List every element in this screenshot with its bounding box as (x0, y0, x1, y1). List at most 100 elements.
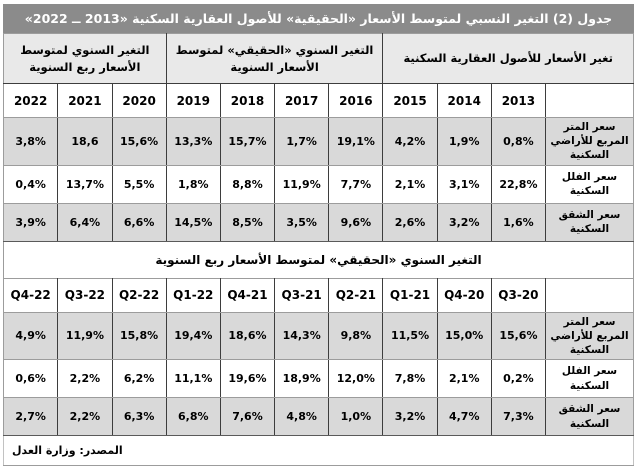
value-cell: 6,6% (111, 202, 167, 242)
column-header-cell: 2016 (328, 83, 384, 118)
group-header-row: تغير الأسعار للأصول العقارية السكنية التغ… (3, 33, 634, 84)
value-cell: 3,1% (436, 164, 492, 204)
corner-cell (545, 83, 634, 118)
value-cell: 1,8% (165, 164, 221, 204)
value-cell: 11,9% (57, 311, 113, 361)
value-cell: 4,9% (2, 311, 59, 361)
value-cell: 2,1% (382, 164, 438, 204)
value-cell: 3,2% (436, 202, 492, 242)
column-header-cell: 2019 (165, 83, 221, 118)
column-header-cell: Q4-22 (2, 277, 59, 313)
source-note: المصدر: وزارة العدل (3, 436, 634, 466)
value-cell: 11,1% (165, 359, 221, 399)
group-header-cell: التغير السنوي لمتوسط الأسعار ربع السنوية (3, 33, 167, 84)
value-cell: 2,1% (436, 359, 492, 399)
column-header-cell: 2017 (274, 83, 330, 118)
value-cell: 3,2% (382, 397, 438, 437)
value-cell: 3,9% (2, 202, 59, 242)
value-cell: 12,0% (328, 359, 384, 399)
value-cell: 18,6 (57, 117, 113, 166)
value-cell: 1,7% (274, 117, 330, 166)
column-header-cell: 2022 (2, 83, 59, 118)
value-cell: 7,7% (328, 164, 384, 204)
value-cell: 3,5% (274, 202, 330, 242)
group-header-cell: تغير الأسعار للأصول العقارية السكنية (382, 33, 634, 84)
value-cell: 15,8% (111, 311, 167, 361)
value-cell: 8,5% (219, 202, 276, 242)
value-cell: 2,2% (57, 359, 113, 399)
value-cell: 2,7% (2, 397, 59, 437)
value-cell: 7,6% (219, 397, 276, 437)
value-cell: 15,6% (111, 117, 167, 166)
corner-cell (545, 277, 634, 313)
quarterly-band-header: التغير السنوي «الحقيقي» لمتوسط الأسعار ر… (3, 241, 634, 278)
value-cell: 1,0% (328, 397, 384, 437)
table-title: جدول (2) التغير النسبي لمتوسط الأسعار «ا… (3, 4, 634, 33)
value-cell: 18,9% (274, 359, 330, 399)
table-row: سعر الفلل السكنية 0,2% 2,1% 7,8% 12,0% 18,9% 1… (2, 359, 634, 399)
value-cell: 1,6% (490, 202, 547, 242)
value-cell: 6,2% (111, 359, 167, 399)
column-header-row: Q3-20 Q4-20 Q1-21 Q2-21 Q3-21 Q4-21 Q1-22 Q2-22… (2, 277, 634, 313)
row-label-cell: سعر الفلل السكنية (545, 164, 634, 204)
column-header-cell: Q3-21 (274, 277, 330, 313)
bottom-divider (3, 465, 634, 467)
row-label-cell: سعر الشقق السكنية (545, 202, 634, 242)
value-cell: 15,0% (436, 311, 492, 361)
value-cell: 22,8% (490, 164, 547, 204)
value-cell: 13,7% (57, 164, 113, 204)
row-label-cell: سعر المتر المربع للأراضي السكنية (545, 117, 634, 166)
value-cell: 6,4% (57, 202, 113, 242)
value-cell: 2,6% (382, 202, 438, 242)
value-cell: 11,5% (382, 311, 438, 361)
value-cell: 15,6% (490, 311, 547, 361)
value-cell: 4,8% (274, 397, 330, 437)
column-header-cell: Q3-20 (490, 277, 547, 313)
value-cell: 2,2% (57, 397, 113, 437)
column-header-row: 2013 2014 2015 2016 2017 2018 2019 2020 2021 2022 (2, 83, 634, 118)
value-cell: 14,5% (165, 202, 221, 242)
column-header-cell: Q2-22 (111, 277, 167, 313)
value-cell: 5,5% (111, 164, 167, 204)
row-label-cell: سعر الفلل السكنية (545, 359, 634, 399)
value-cell: 6,8% (165, 397, 221, 437)
column-header-cell: 2020 (111, 83, 167, 118)
column-header-cell: Q2-21 (328, 277, 384, 313)
value-cell: 15,7% (219, 117, 276, 166)
group-header-cell: التغير السنوي «الحقيقي» لمتوسط الأسعار ا… (165, 33, 384, 84)
value-cell: 7,3% (490, 397, 547, 437)
table-row: سعر الشقق السكنية 7,3% 4,7% 3,2% 1,0% 4,8% 7,6… (2, 397, 634, 437)
row-label-cell: سعر الشقق السكنية (545, 397, 634, 437)
value-cell: 7,8% (382, 359, 438, 399)
value-cell: 8,8% (219, 164, 276, 204)
value-cell: 0,8% (490, 117, 547, 166)
value-cell: 11,9% (274, 164, 330, 204)
value-cell: 18,6% (219, 311, 276, 361)
column-header-cell: 2014 (436, 83, 492, 118)
value-cell: 4,7% (436, 397, 492, 437)
value-cell: 19,4% (165, 311, 221, 361)
value-cell: 14,3% (274, 311, 330, 361)
column-header-cell: 2015 (382, 83, 438, 118)
value-cell: 19,6% (219, 359, 276, 399)
column-header-cell: Q1-21 (382, 277, 438, 313)
column-header-cell: Q3-22 (57, 277, 113, 313)
value-cell: 0,2% (490, 359, 547, 399)
column-header-cell: 2021 (57, 83, 113, 118)
value-cell: 9,6% (328, 202, 384, 242)
value-cell: 6,3% (111, 397, 167, 437)
value-cell: 19,1% (328, 117, 384, 166)
column-header-cell: 2013 (490, 83, 547, 118)
row-label-cell: سعر المتر المربع للأراضي السكنية (545, 311, 634, 361)
value-cell: 1,9% (436, 117, 492, 166)
table-row: سعر الفلل السكنية 22,8% 3,1% 2,1% 7,7% 11,9% 8… (2, 164, 634, 204)
table-row: سعر الشقق السكنية 1,6% 3,2% 2,6% 9,6% 3,5% 8,5… (2, 202, 634, 242)
value-cell: 4,2% (382, 117, 438, 166)
value-cell: 13,3% (165, 117, 221, 166)
column-header-cell: 2018 (219, 83, 276, 118)
table-row: سعر المتر المربع للأراضي السكنية 15,6% 15,… (2, 311, 634, 361)
quarterly-price-change-table: Q3-20 Q4-20 Q1-21 Q2-21 Q3-21 Q4-21 Q1-22 Q2-22… (2, 277, 634, 437)
value-cell: 0,6% (2, 359, 59, 399)
value-cell: 0,4% (2, 164, 59, 204)
